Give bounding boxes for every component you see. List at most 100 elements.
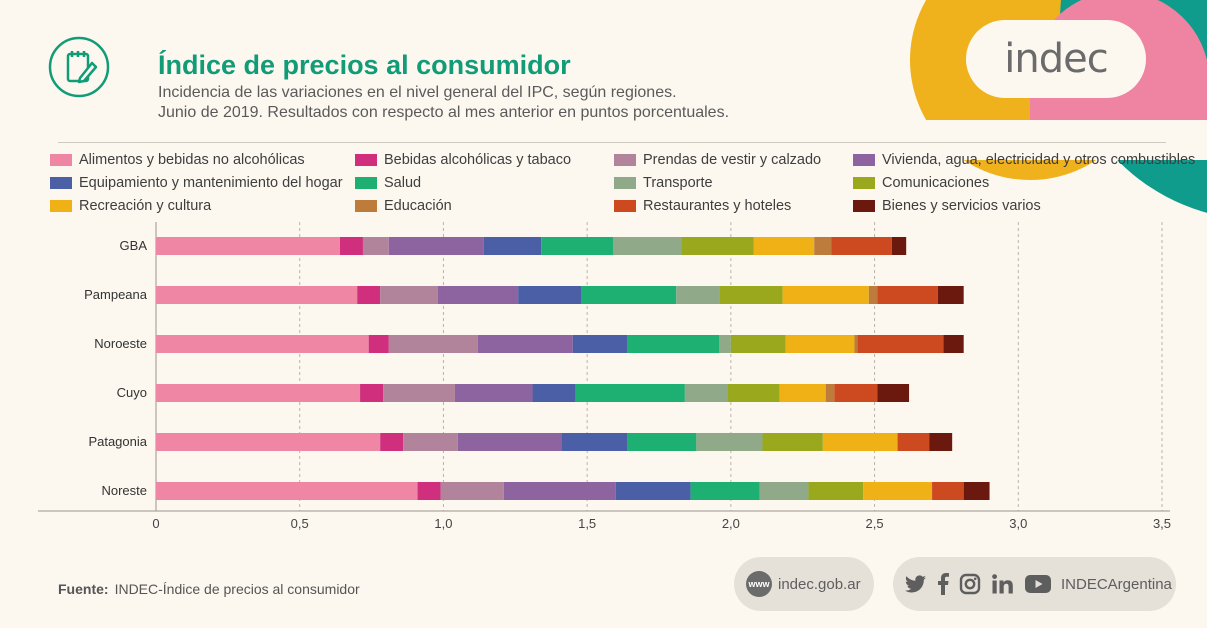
x-tick-label: 0,5 [291,516,309,531]
x-tick-label: 1,5 [578,516,596,531]
bar-segment [156,335,369,353]
legend-item: Recreación y cultura [50,198,211,214]
legend-label: Prendas de vestir y calzado [643,152,822,168]
bar-segment [156,433,381,451]
subtitle-line-2: Junio de 2019. Resultados con respecto a… [158,104,730,121]
bar-segment [615,482,691,500]
bar-segment [696,433,763,451]
bar-segment [808,482,864,500]
bar-segment [782,286,869,304]
website-link[interactable]: www indec.gob.ar [734,557,874,611]
bar-segment [863,482,933,500]
bar-segment [727,384,780,402]
subtitle: Incidencia de las variaciones en el nive… [158,83,729,123]
bar-segment [834,384,878,402]
legend-swatch [50,200,72,212]
divider [58,142,1166,143]
legend-item: Equipamiento y mantenimiento del hogar [50,175,343,191]
bar-segment [929,433,953,451]
bar-segment [380,433,404,451]
bar-segment [156,482,418,500]
legend-swatch [355,154,377,166]
notepad-pencil-icon [48,36,110,98]
legend-label: Salud [384,175,422,191]
bar-segment [518,286,582,304]
legend-swatch [50,154,72,166]
bar-segment [627,335,720,353]
x-tick-label: 2,0 [722,516,740,531]
facebook-icon[interactable] [937,573,949,595]
bar-segment [719,286,783,304]
bar-segment [380,286,438,304]
legend-label: Recreación y cultura [79,198,212,214]
legend-swatch [853,154,875,166]
linkedin-icon[interactable] [992,574,1014,594]
social-links: INDECArgentina [893,557,1176,611]
legend-swatch [853,177,875,189]
legend-item: Transporte [614,175,713,191]
legend-item: Vivienda, agua, electricidad y otros com… [853,152,1195,168]
source-text: INDEC-Índice de precios al consumidor [114,581,360,597]
bar-segment [388,237,484,255]
bar-segment [541,237,614,255]
bar-segment [825,384,835,402]
bar-segment [368,335,389,353]
bar-segment [156,384,361,402]
source-label: Fuente: [58,581,109,597]
logo-text: indec [1004,36,1108,82]
bar-segment [561,433,628,451]
x-tick-label: 3,5 [1153,516,1171,531]
bar-segment [730,335,786,353]
bar-segment [831,237,892,255]
legend-label: Educación [384,198,452,214]
bar-segment [156,237,340,255]
category-label: Patagonia [88,434,147,449]
bar-segment [762,433,823,451]
bar-segment [877,286,938,304]
bar-segment [383,384,455,402]
legend-label: Bienes y servicios varios [882,198,1041,214]
source-note: Fuente: INDEC-Índice de precios al consum… [58,581,360,597]
bar-segment [822,433,898,451]
bar-segment [891,237,907,255]
website-text: indec.gob.ar [778,575,861,593]
bar-segment [854,335,858,353]
legend-label: Vivienda, agua, electricidad y otros com… [882,152,1196,168]
legend-swatch [614,154,636,166]
legend-item: Salud [355,175,421,191]
indec-logo: indec [966,20,1146,98]
legend-item: Bebidas alcohólicas y tabaco [355,152,571,168]
bar-segment [417,482,441,500]
x-tick-label: 3,0 [1009,516,1027,531]
legend-item: Educación [355,198,452,214]
legend-item: Prendas de vestir y calzado [614,152,821,168]
x-tick-label: 2,5 [866,516,884,531]
bar-segment [388,335,478,353]
category-label: GBA [120,238,148,253]
twitter-icon[interactable] [905,575,927,593]
social-handle: INDECArgentina [1061,575,1172,593]
bar-segment [156,286,358,304]
bar-segment [857,335,944,353]
bar-segment [437,286,519,304]
category-label: Noreste [101,483,147,498]
bar-segment [814,237,832,255]
category-label: Pampeana [84,287,148,302]
youtube-icon[interactable] [1025,575,1051,593]
x-tick-label: 0 [152,516,159,531]
instagram-icon[interactable] [959,573,981,595]
bar-segment [627,433,697,451]
legend-swatch [50,177,72,189]
bar-segment [779,384,826,402]
bar-segment [532,384,576,402]
bar-segment [613,237,682,255]
bar-segment [339,237,363,255]
bar-segment [681,237,754,255]
www-icon: www [746,571,772,597]
bar-segment [868,286,878,304]
legend-item: Bienes y servicios varios [853,198,1041,214]
bar-segment [937,286,964,304]
bar-segment [963,482,990,500]
legend-label: Equipamiento y mantenimiento del hogar [79,175,343,191]
